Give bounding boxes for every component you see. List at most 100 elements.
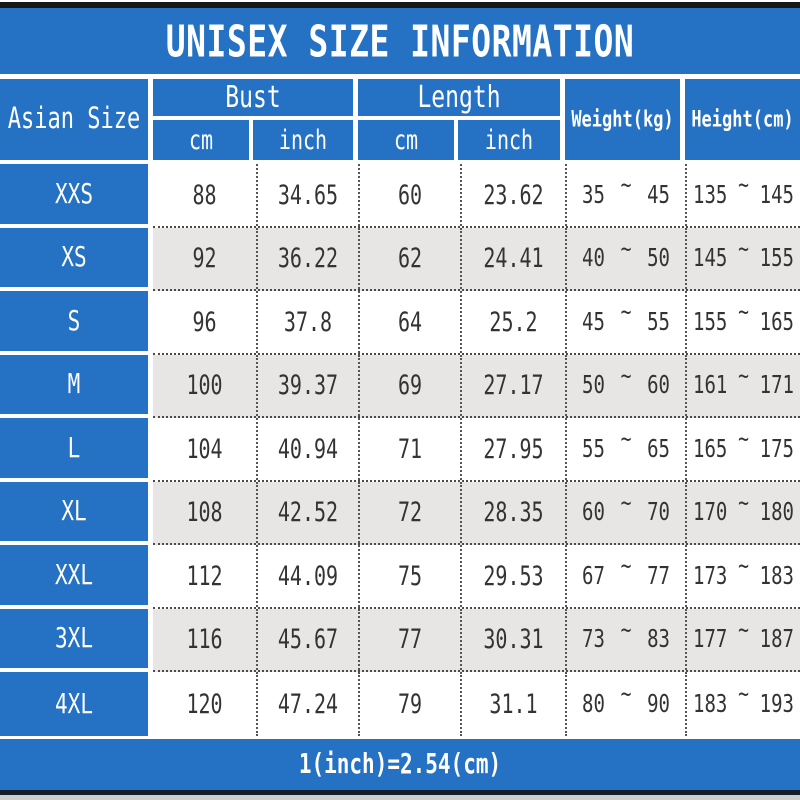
tilde-separator: ~	[738, 616, 749, 645]
length-inch-cell: 30.31	[460, 608, 565, 670]
weight-range-cell: 35 ~45	[565, 164, 685, 226]
length-cm-cell: 71	[358, 418, 460, 480]
header-group-bust: Bust cm inch	[153, 79, 358, 160]
tilde-separator: ~	[620, 552, 632, 581]
table-row-m: M 100 39.37 69 27.17 50 ~60 161 ~171	[0, 354, 800, 418]
length-cm-cell: 64	[358, 291, 460, 353]
title-banner: UNISEX SIZE INFORMATION	[0, 8, 800, 74]
weight-range-cell: 73 ~83	[565, 608, 685, 670]
bust-inch-cell: 42.52	[256, 481, 358, 543]
bust-inch-cell: 40.94	[256, 418, 358, 480]
tilde-separator: ~	[620, 235, 632, 264]
length-cm-cell: 69	[358, 354, 460, 416]
length-cm-cell: 79	[358, 672, 460, 736]
size-label: M	[0, 354, 153, 418]
length-cm-cell: 72	[358, 481, 460, 543]
bust-inch-cell: 36.22	[256, 227, 358, 289]
table-row-l: L 104 40.94 71 27.95 55 ~65 165 ~175	[0, 418, 800, 482]
header-length-label: Length	[358, 79, 560, 120]
bust-inch-cell: 44.09	[256, 545, 358, 607]
header-bust-label: Bust	[153, 79, 353, 120]
weight-range-cell: 60 ~70	[565, 481, 685, 543]
tilde-separator: ~	[738, 362, 749, 391]
table-row-xs: XS 92 36.22 62 24.41 40 ~50 145 ~155	[0, 227, 800, 291]
length-inch-cell: 24.41	[460, 227, 565, 289]
bust-inch-cell: 47.24	[256, 672, 358, 736]
table-row-xxl: XXL 112 44.09 75 29.53 67 ~77 173 ~183	[0, 545, 800, 609]
weight-range-cell: 45 ~55	[565, 291, 685, 353]
header-length-inch: inch	[458, 120, 560, 160]
bust-inch-cell: 37.8	[256, 291, 358, 353]
length-inch-cell: 31.1	[460, 672, 565, 736]
length-inch-cell: 27.95	[460, 418, 565, 480]
tilde-separator: ~	[738, 425, 749, 454]
weight-range-cell: 50 ~60	[565, 354, 685, 416]
bust-cm-cell: 100	[186, 369, 223, 402]
table-body: XXS 88 34.65 60 23.62 35 ~45 135 ~145 XS 9…	[0, 164, 800, 736]
header-asian-size: Asian Size	[0, 79, 153, 160]
header-weight: Weight(kg)	[565, 79, 685, 160]
size-label: XXS	[0, 164, 153, 228]
height-range-cell: 145 ~155	[685, 227, 800, 289]
divider	[0, 735, 800, 739]
size-label: S	[0, 291, 153, 355]
bust-inch-cell: 34.65	[256, 164, 358, 226]
tilde-separator: ~	[738, 171, 749, 200]
weight-range-cell: 67 ~77	[565, 545, 685, 607]
tilde-separator: ~	[620, 425, 632, 454]
height-range-cell: 155 ~165	[685, 291, 800, 353]
table-row-3xl: 3XL 116 45.67 77 30.31 73 ~83 177 ~187	[0, 608, 800, 672]
footer-note-band: 1(inch)=2.54(cm)	[0, 738, 800, 790]
length-cm-cell: 62	[358, 227, 460, 289]
tilde-separator: ~	[738, 680, 749, 709]
top-black-bar	[0, 2, 800, 8]
table-row-xxs: XXS 88 34.65 60 23.62 35 ~45 135 ~145	[0, 164, 800, 228]
header-bust-cm: cm	[153, 120, 253, 160]
height-range-cell: 161 ~171	[685, 354, 800, 416]
weight-range-cell: 40 ~50	[565, 227, 685, 289]
length-cm-cell: 60	[358, 164, 460, 226]
height-range-cell: 135 ~145	[685, 164, 800, 226]
tilde-separator: ~	[620, 171, 632, 200]
tilde-separator: ~	[738, 489, 749, 518]
length-inch-cell: 23.62	[460, 164, 565, 226]
size-label: L	[0, 418, 153, 482]
length-inch-cell: 29.53	[460, 545, 565, 607]
tilde-separator: ~	[620, 680, 632, 709]
header-length-cm: cm	[358, 120, 458, 160]
conversion-note: 1(inch)=2.54(cm)	[298, 748, 502, 780]
header-height: Height(cm)	[685, 79, 800, 160]
length-inch-cell: 25.2	[460, 291, 565, 353]
bust-cm-cell: 92	[192, 242, 217, 275]
length-cm-cell: 75	[358, 545, 460, 607]
size-label: XXL	[0, 545, 153, 609]
tilde-separator: ~	[620, 298, 632, 327]
header-bust-inch: inch	[253, 120, 353, 160]
bust-cm-cell: 96	[192, 305, 217, 338]
tilde-separator: ~	[620, 489, 632, 518]
bottom-gray-strip	[0, 795, 800, 800]
tilde-separator: ~	[620, 616, 632, 645]
height-range-cell: 170 ~180	[685, 481, 800, 543]
bust-cm-cell: 104	[186, 432, 223, 465]
table-row-s: S 96 37.8 64 25.2 45 ~55 155 ~165	[0, 291, 800, 355]
bust-inch-cell: 39.37	[256, 354, 358, 416]
height-range-cell: 165 ~175	[685, 418, 800, 480]
bust-cm-cell: 88	[192, 178, 217, 211]
weight-range-cell: 80 ~90	[565, 672, 685, 736]
page-title: UNISEX SIZE INFORMATION	[165, 15, 635, 67]
bust-cm-cell: 120	[186, 687, 223, 720]
size-label: XL	[0, 481, 153, 545]
bust-cm-cell: 112	[186, 559, 223, 592]
header-group-length: Length cm inch	[358, 79, 565, 160]
bust-inch-cell: 45.67	[256, 608, 358, 670]
bust-cm-cell: 116	[186, 623, 223, 656]
top-white-strip	[0, 0, 800, 2]
table-header: Asian Size Bust cm inch Length cm	[0, 79, 800, 160]
bust-cm-cell: 108	[186, 496, 223, 529]
table-row-4xl: 4XL 120 47.24 79 31.1 80 ~90 183 ~193	[0, 672, 800, 736]
length-cm-cell: 77	[358, 608, 460, 670]
bottom-black-bar	[0, 789, 800, 795]
length-inch-cell: 28.35	[460, 481, 565, 543]
